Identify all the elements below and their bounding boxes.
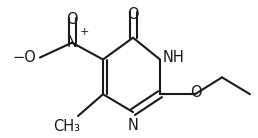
Text: NH: NH: [163, 50, 185, 65]
Text: N: N: [67, 35, 77, 50]
Text: −O: −O: [12, 50, 36, 65]
Text: O: O: [190, 85, 202, 100]
Text: +: +: [80, 27, 89, 37]
Text: O: O: [127, 7, 139, 22]
Text: O: O: [66, 12, 78, 27]
Text: CH₃: CH₃: [53, 119, 80, 134]
Text: N: N: [127, 118, 139, 133]
